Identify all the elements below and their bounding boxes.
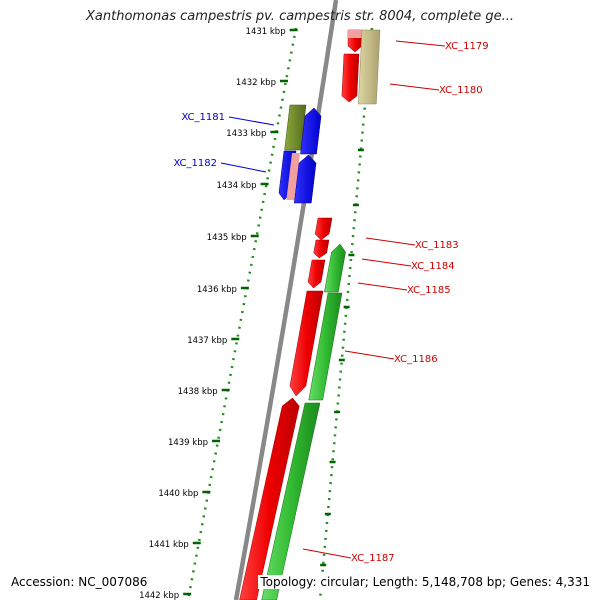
gene-leader-line xyxy=(395,40,446,47)
gene-khaki-feature xyxy=(358,29,381,105)
gene-green-lower-feature xyxy=(261,402,321,600)
gene-label: XC_1183 xyxy=(415,240,459,251)
accession-label: Accession: NC_007086 xyxy=(9,575,150,589)
scale-tick-label: 1440 kbp xyxy=(158,489,198,499)
gene-xc1180-feature xyxy=(341,53,360,103)
genome-summary: Topology: circular; Length: 5,148,708 bp… xyxy=(258,575,592,589)
gene-leader-line xyxy=(361,258,412,267)
scale-tick-label: 1436 kbp xyxy=(197,285,237,295)
scale-tick-label: 1433 kbp xyxy=(226,129,266,139)
gene-label: XC_1184 xyxy=(411,261,455,272)
gene-xc1183-feature xyxy=(314,217,333,241)
scale-tick-label: 1432 kbp xyxy=(236,78,276,88)
gene-leader-line xyxy=(357,282,408,291)
gene-leader-line xyxy=(228,116,275,126)
gene-pink-feature xyxy=(286,153,300,200)
gene-leader-line xyxy=(365,237,416,246)
left-dotted-guide xyxy=(186,27,298,600)
gene-label: XC_1181 xyxy=(181,112,225,123)
gene-xc1186-feature xyxy=(289,290,324,397)
gene-leader-line xyxy=(389,83,440,91)
gene-label: XC_1182 xyxy=(173,158,217,169)
scale-tick-label: 1439 kbp xyxy=(168,438,208,448)
gene-label: XC_1185 xyxy=(407,285,451,296)
gene-leader-line xyxy=(220,162,267,173)
gene-xc1179-cap xyxy=(348,30,362,38)
gene-green-upper-feature xyxy=(324,243,346,293)
gene-xc1181-feature xyxy=(300,107,322,155)
scale-tick-label: 1437 kbp xyxy=(187,336,227,346)
gene-label: XC_1180 xyxy=(439,85,483,96)
genome-title: Xanthomonas campestris pv. campestris st… xyxy=(86,9,514,24)
scale-tick-label: 1441 kbp xyxy=(149,540,189,550)
gene-xc1185-feature xyxy=(307,259,326,289)
scale-tick-label: 1431 kbp xyxy=(246,27,286,37)
scale-tick-label: 1442 kbp xyxy=(139,591,179,600)
gene-xc1184-feature xyxy=(313,239,330,259)
gene-label: XC_1186 xyxy=(394,354,438,365)
gene-green-mid-feature xyxy=(308,292,343,401)
genome-backbone xyxy=(233,0,339,600)
gene-xc1187-feature xyxy=(239,397,300,600)
gene-label: XC_1179 xyxy=(445,41,489,52)
scale-tick-label: 1438 kbp xyxy=(178,387,218,397)
scale-tick-label: 1435 kbp xyxy=(207,233,247,243)
gene-leader-line xyxy=(344,350,395,360)
gene-blue-up-feature xyxy=(293,154,317,204)
gene-leader-line xyxy=(302,548,352,559)
scale-tick-label: 1434 kbp xyxy=(216,181,256,191)
gene-label: XC_1187 xyxy=(351,553,395,564)
gene-olive-feature xyxy=(284,104,307,151)
